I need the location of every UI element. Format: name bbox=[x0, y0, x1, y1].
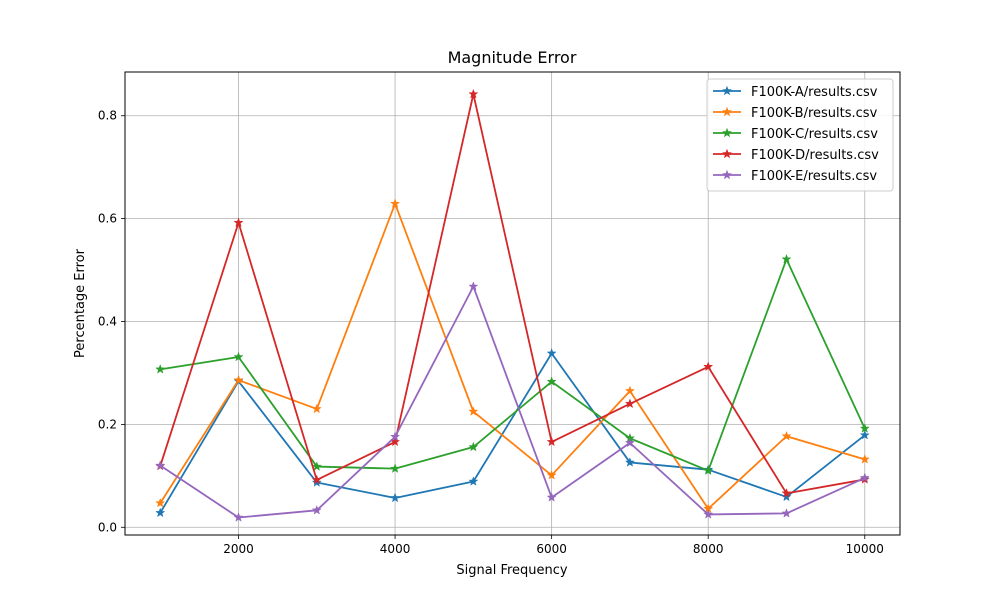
data-point-star bbox=[546, 348, 557, 358]
legend-label: F100K-C/results.csv bbox=[751, 127, 878, 142]
series-4 bbox=[155, 88, 870, 498]
legend-item: F100K-C/results.csv bbox=[713, 127, 878, 142]
legend-star-icon bbox=[721, 127, 733, 138]
data-point-star bbox=[155, 507, 166, 518]
y-axis-label: Percentage Error bbox=[73, 248, 88, 358]
series-1 bbox=[155, 348, 870, 518]
data-point-star bbox=[468, 476, 479, 486]
chart-title: Magnitude Error bbox=[448, 48, 577, 67]
data-point-star bbox=[311, 403, 322, 414]
series-line bbox=[159, 93, 865, 495]
y-tick-label: 0.2 bbox=[98, 417, 117, 431]
series-3 bbox=[155, 253, 870, 476]
series-layer bbox=[155, 88, 870, 522]
legend-label: F100K-B/results.csv bbox=[751, 106, 878, 121]
legend-item: F100K-E/results.csv bbox=[713, 169, 877, 184]
series-line bbox=[159, 285, 866, 519]
data-point-star bbox=[390, 198, 401, 209]
legend-item: F100K-A/results.csv bbox=[713, 85, 878, 100]
legend-star-icon bbox=[721, 169, 733, 180]
series-line bbox=[160, 258, 866, 472]
series-line bbox=[159, 352, 866, 514]
data-point-star bbox=[859, 454, 870, 464]
data-point-star bbox=[624, 398, 635, 409]
data-point-star bbox=[233, 512, 244, 522]
data-point-star bbox=[311, 461, 322, 471]
data-point-star bbox=[468, 88, 479, 99]
legend-label: F100K-D/results.csv bbox=[751, 148, 879, 163]
data-point-star bbox=[546, 469, 557, 480]
y-tick-label: 0.0 bbox=[98, 520, 117, 534]
y-tick-label: 0.6 bbox=[98, 212, 117, 226]
data-point-star bbox=[781, 253, 792, 264]
data-point-star bbox=[311, 474, 322, 485]
series-2 bbox=[155, 198, 870, 514]
data-point-star bbox=[703, 361, 714, 372]
series-5 bbox=[155, 281, 870, 522]
data-point-star bbox=[546, 376, 557, 387]
data-point-star bbox=[468, 406, 479, 416]
data-point-star bbox=[703, 509, 714, 519]
data-point-star bbox=[390, 492, 401, 503]
data-point-star bbox=[781, 491, 792, 502]
data-point-star bbox=[624, 437, 635, 448]
data-point-star bbox=[859, 472, 870, 483]
data-point-star bbox=[781, 430, 792, 441]
data-point-star bbox=[390, 431, 401, 442]
plot-frame bbox=[124, 71, 901, 536]
data-point-star bbox=[859, 429, 870, 440]
data-point-star bbox=[311, 504, 322, 515]
legend: F100K-A/results.csv F100K-B/results.csv F1… bbox=[706, 78, 894, 192]
data-point-star bbox=[233, 374, 244, 385]
data-point-star bbox=[390, 463, 401, 473]
data-point-star bbox=[624, 457, 635, 467]
x-axis-ticks: 2000 4000 6000 8000 10000 bbox=[223, 535, 884, 556]
data-point-star bbox=[155, 497, 166, 508]
data-point-star bbox=[155, 364, 166, 374]
legend-star-icon bbox=[721, 106, 733, 117]
legend-label: F100K-E/results.csv bbox=[751, 169, 877, 184]
data-point-star bbox=[233, 217, 244, 228]
data-point-star bbox=[546, 436, 557, 447]
x-tick-label: 4000 bbox=[380, 542, 411, 556]
y-tick-label: 0.4 bbox=[98, 315, 117, 329]
data-point-star bbox=[781, 488, 792, 498]
data-point-star bbox=[703, 465, 714, 476]
y-axis-ticks: 0.0 0.2 0.4 0.6 0.8 bbox=[98, 109, 125, 534]
y-tick-label: 0.8 bbox=[98, 109, 117, 123]
legend-star-icon bbox=[721, 148, 733, 159]
x-axis-label: Signal Frequency bbox=[456, 563, 568, 578]
data-point-star bbox=[155, 460, 166, 470]
x-tick-label: 10000 bbox=[846, 542, 884, 556]
data-point-star bbox=[624, 385, 635, 396]
legend-item: F100K-B/results.csv bbox=[713, 106, 878, 121]
legend-label: F100K-A/results.csv bbox=[751, 85, 878, 100]
data-point-star bbox=[468, 281, 479, 291]
data-point-star bbox=[468, 441, 479, 452]
legend-star-icon bbox=[721, 85, 733, 96]
legend-box bbox=[706, 78, 894, 192]
series-line bbox=[159, 202, 866, 510]
data-point-star bbox=[546, 492, 557, 502]
x-tick-label: 2000 bbox=[223, 542, 254, 556]
data-point-star bbox=[859, 423, 870, 433]
x-tick-label: 8000 bbox=[693, 542, 724, 556]
data-point-star bbox=[781, 508, 792, 518]
x-tick-label: 6000 bbox=[536, 542, 567, 556]
legend-item: F100K-D/results.csv bbox=[713, 148, 879, 163]
data-point-star bbox=[233, 351, 244, 362]
